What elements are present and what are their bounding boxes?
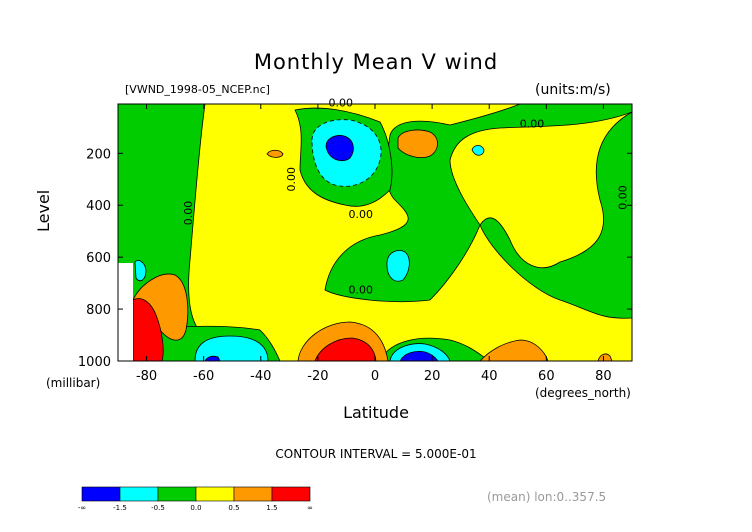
chart-title: Monthly Mean V wind [253, 50, 499, 74]
colorbar-tick-label: -∞ [78, 504, 86, 512]
region-negative-far-left [134, 260, 147, 282]
region-positive-far-bottom-right [597, 353, 613, 361]
missing-data-patch [118, 263, 133, 361]
colorbar-bin [119, 486, 159, 502]
y-tick-label: 400 [86, 199, 111, 214]
region-positive-small-top [266, 149, 284, 158]
colorbar-tick-label: 1.5 [266, 504, 277, 512]
x-tick-label: 80 [595, 369, 612, 384]
x-axis-title: Latitude [343, 403, 409, 422]
region-strong-positive-left [132, 298, 164, 361]
colorbar-tick-label: ∞ [307, 504, 313, 512]
region-negative-bottom-left [194, 335, 269, 361]
colorbar-tick-label: 0.0 [190, 504, 201, 512]
contour-label: 0.00 [520, 117, 545, 130]
colorbar-bin [157, 486, 197, 502]
units-label: (units:m/s) [535, 82, 611, 98]
region-slightly-negative-top [205, 104, 632, 303]
y-tick-label: 800 [86, 303, 111, 318]
contour-label: 0.00 [616, 185, 629, 210]
footer-note: (mean) lon:0..357.5 [487, 490, 607, 504]
plot-area [118, 104, 632, 361]
region-positive-upper [397, 129, 438, 158]
x-tick-label: -40 [250, 369, 271, 384]
region-strong-negative-upper [325, 135, 354, 162]
contour-label: 0.00 [348, 208, 373, 221]
region-strong-negative-bottom-left [204, 355, 221, 361]
contour-label: 0.00 [285, 167, 298, 192]
colorbar-bin [271, 486, 311, 502]
region-positive-bottom-right [479, 339, 549, 361]
y-tick-label: 600 [86, 251, 111, 266]
y-tick-label: 200 [86, 147, 111, 162]
contour-label: 0.00 [348, 284, 373, 297]
colorbar: -∞ -1.5 -0.5 0.0 0.5 1.5 ∞ [78, 486, 313, 512]
y-tick-label: 1000 [78, 355, 111, 370]
x-tick-label: -80 [136, 369, 157, 384]
x-tick-label: -60 [193, 369, 214, 384]
y-axis-unit: (millibar) [46, 376, 101, 390]
x-tick-label: 60 [538, 369, 555, 384]
contour-label: 0.00 [328, 97, 353, 110]
dataset-label: [VWND_1998-05_NCEP.nc] [125, 83, 270, 96]
contour-labels: 0.00 0.00 0.00 0.00 0.00 0.00 0.00 [182, 97, 629, 297]
region-slightly-negative-right [479, 111, 632, 319]
colorbar-bin [233, 486, 273, 502]
colorbar-tick-label: -1.5 [113, 504, 127, 512]
colorbar-tick-label: 0.5 [228, 504, 239, 512]
region-negative-small-top [471, 145, 485, 156]
colorbar-tick-label: -0.5 [151, 504, 165, 512]
x-tick-label: 20 [424, 369, 441, 384]
axis-ticks: -80 -60 -40 -20 0 20 40 60 80 200 400 600 800 1000 [78, 104, 632, 384]
x-tick-label: 40 [481, 369, 498, 384]
x-tick-label: -20 [307, 369, 328, 384]
x-axis-unit: (degrees_north) [535, 386, 631, 400]
region-strong-negative-bottom [399, 351, 439, 361]
contour-label: 0.00 [182, 201, 195, 226]
region-negative-mid [386, 250, 410, 282]
colorbar-bin [81, 486, 121, 502]
contour-interval-label: CONTOUR INTERVAL = 5.000E-01 [275, 447, 477, 461]
region-strong-positive-mid [314, 337, 377, 361]
colorbar-bin [195, 486, 235, 502]
x-tick-label: 0 [371, 369, 379, 384]
